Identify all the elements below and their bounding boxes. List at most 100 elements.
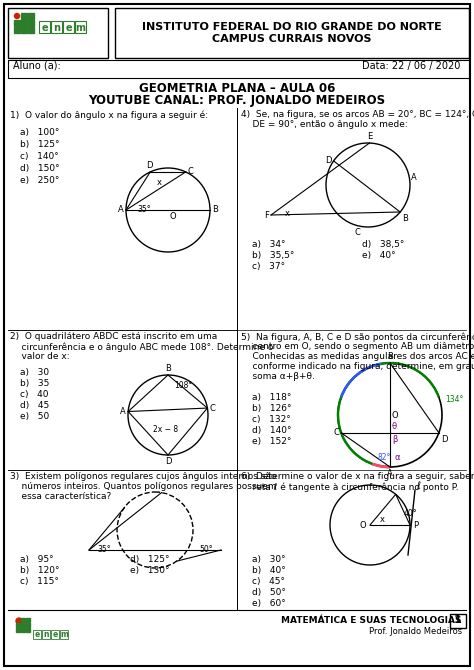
Text: Prof. Jonaldo Medeiros: Prof. Jonaldo Medeiros [369, 627, 462, 636]
Text: b)   120°: b) 120° [20, 566, 60, 575]
Text: c)   132°: c) 132° [252, 415, 291, 424]
Text: c)   115°: c) 115° [20, 577, 59, 586]
Text: 5)  Na figura, A, B, C e D são pontos da circunferência de: 5) Na figura, A, B, C e D são pontos da … [241, 332, 474, 342]
Bar [21, 623, 25, 627]
Text: c)   37°: c) 37° [252, 262, 285, 271]
Text: e)   152°: e) 152° [252, 437, 292, 446]
Bar [8, 60, 469, 78]
Text: INSTITUTO FEDERAL DO RIO GRANDE DO NORTE: INSTITUTO FEDERAL DO RIO GRANDE DO NORTE [142, 22, 442, 32]
Text: 108°: 108° [174, 381, 192, 390]
Text: d)   140°: d) 140° [252, 426, 292, 435]
Text: E: E [367, 132, 372, 141]
Text: d)   38,5°: d) 38,5° [362, 240, 404, 249]
Text: 82°: 82° [378, 453, 392, 462]
Text: 40°: 40° [404, 509, 418, 517]
Text: c)   40: c) 40 [20, 390, 48, 399]
Text: C: C [333, 428, 339, 438]
Text: 134°: 134° [445, 395, 464, 405]
Text: Aluno (a):: Aluno (a): [13, 61, 61, 71]
Text: d)   45: d) 45 [20, 401, 49, 410]
Text: a)   118°: a) 118° [252, 393, 292, 402]
Bar [60, 630, 68, 639]
Bar [51, 21, 62, 33]
Text: Data: 22 / 06 / 2020: Data: 22 / 06 / 2020 [362, 61, 460, 71]
Bar [16, 628, 20, 632]
Text: centro em O, sendo o segmento AB um diâmetro.: centro em O, sendo o segmento AB um diâm… [241, 342, 474, 351]
Text: e)   250°: e) 250° [20, 176, 59, 185]
Text: B: B [402, 214, 408, 223]
Text: e)   40°: e) 40° [362, 251, 396, 260]
Text: 35°: 35° [97, 545, 110, 553]
Text: β: β [392, 435, 397, 444]
Bar [26, 618, 30, 622]
Text: x: x [156, 178, 161, 187]
Text: C: C [188, 168, 193, 176]
Text: números inteiros. Quantos polígonos regulares possuem: números inteiros. Quantos polígonos regu… [10, 482, 277, 491]
Text: D: D [165, 457, 171, 466]
Text: e: e [35, 630, 40, 639]
Text: D: D [441, 435, 447, 444]
Text: m: m [60, 630, 68, 639]
Text: F: F [264, 210, 269, 220]
Text: A: A [387, 469, 393, 478]
Text: P: P [413, 521, 418, 531]
Text: c)   140°: c) 140° [20, 152, 59, 161]
Bar [75, 21, 86, 33]
Text: c)   45°: c) 45° [252, 577, 285, 586]
Text: CAMPUS CURRAIS NOVOS: CAMPUS CURRAIS NOVOS [212, 34, 372, 44]
Text: A: A [118, 206, 124, 214]
Text: b)   40°: b) 40° [252, 566, 286, 575]
Circle shape [16, 618, 22, 624]
Text: reta ℓ é tangente à circunferência no ponto P.: reta ℓ é tangente à circunferência no po… [241, 482, 459, 492]
Text: e)   50: e) 50 [20, 412, 49, 421]
Text: b)   35: b) 35 [20, 379, 49, 388]
Text: 4)  Se, na figura, se os arcos AB = 20°, BC = 124°, CD = 36° e: 4) Se, na figura, se os arcos AB = 20°, … [241, 110, 474, 119]
Text: B: B [165, 364, 171, 373]
Text: e: e [52, 630, 58, 639]
Text: a)   100°: a) 100° [20, 128, 59, 137]
Text: MATEMÁTICA E SUAS TECNOLOGIAS: MATEMÁTICA E SUAS TECNOLOGIAS [282, 616, 462, 625]
Text: e)   60°: e) 60° [252, 599, 286, 608]
Text: d)   125°: d) 125° [130, 555, 170, 564]
Text: C: C [354, 228, 360, 237]
Bar [26, 623, 30, 627]
Bar [51, 630, 59, 639]
Text: YOUTUBE CANAL: PROF. JONALDO MEDEIROS: YOUTUBE CANAL: PROF. JONALDO MEDEIROS [89, 94, 385, 107]
Bar [63, 21, 74, 33]
Text: D: D [146, 161, 153, 170]
Bar [28, 20, 34, 26]
Text: n: n [53, 23, 60, 33]
Text: a)   34°: a) 34° [252, 240, 285, 249]
Text: 6)  Determine o valor de x na figura a seguir, sabendo que a: 6) Determine o valor de x na figura a se… [241, 472, 474, 481]
Bar [14, 20, 20, 26]
Text: C: C [210, 403, 215, 413]
Text: 1: 1 [454, 615, 462, 625]
Text: b)   35,5°: b) 35,5° [252, 251, 294, 260]
Bar [450, 614, 466, 628]
Text: soma α+β+θ.: soma α+β+θ. [241, 372, 315, 381]
Text: 3)  Existem polígonos regulares cujos ângulos internos são: 3) Existem polígonos regulares cujos âng… [10, 472, 276, 481]
Text: Conhecidas as medidas angulares dos arcos AC e BD,: Conhecidas as medidas angulares dos arco… [241, 352, 474, 361]
Bar [21, 20, 27, 26]
Bar [33, 630, 41, 639]
Text: O: O [392, 411, 399, 419]
Text: conforme indicado na figura, determine, em graus, a: conforme indicado na figura, determine, … [241, 362, 474, 371]
Text: 2)  O quadrilátero ABDC está inscrito em uma: 2) O quadrilátero ABDC está inscrito em … [10, 332, 217, 341]
Text: circunferência e o ângulo ABC mede 108°. Determine o: circunferência e o ângulo ABC mede 108°.… [10, 342, 273, 352]
Bar [39, 21, 50, 33]
Text: B: B [387, 352, 393, 361]
Text: DE = 90°, então o ângulo x mede:: DE = 90°, então o ângulo x mede: [241, 120, 408, 129]
Text: a)   95°: a) 95° [20, 555, 54, 564]
Text: d)   150°: d) 150° [20, 164, 60, 173]
Text: 2x − 8: 2x − 8 [154, 425, 179, 434]
Text: 35°: 35° [137, 204, 151, 214]
Text: D: D [325, 156, 332, 165]
Text: A: A [120, 407, 126, 416]
Bar [21, 27, 27, 33]
Text: valor de x:: valor de x: [10, 352, 70, 361]
Bar [8, 8, 108, 58]
Text: x: x [285, 210, 290, 218]
Text: O: O [359, 521, 366, 531]
Bar [42, 630, 50, 639]
Text: e: e [65, 23, 72, 33]
